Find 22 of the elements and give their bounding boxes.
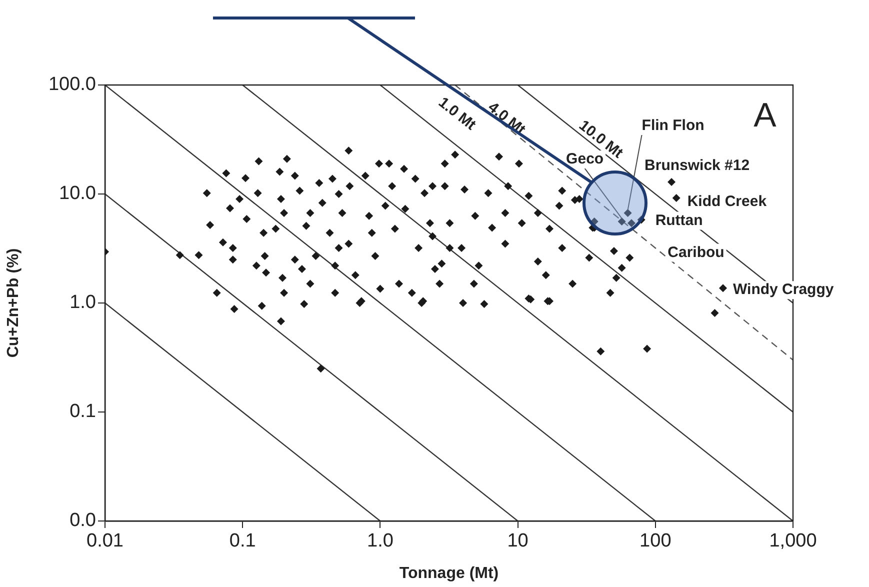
annotation: Caribou bbox=[668, 244, 724, 261]
x-tick-label: 10 bbox=[507, 530, 528, 552]
annotation: A bbox=[754, 96, 777, 134]
x-tick-label: 100 bbox=[640, 530, 672, 552]
y-axis-title: Cu+Zn+Pb (%) bbox=[5, 248, 22, 358]
annotation: 1.0 Mt bbox=[435, 94, 480, 134]
x-tick-label: 1.0 bbox=[366, 530, 394, 552]
y-tick-label: 1.0 bbox=[70, 292, 96, 314]
annotation: Brunswick #12 bbox=[644, 157, 750, 174]
annotation: Geco bbox=[566, 150, 604, 168]
x-axis-title: Tonnage (Mt) bbox=[399, 564, 499, 582]
x-tick-label: 0.1 bbox=[229, 530, 256, 552]
annotation: Kidd Creek bbox=[687, 193, 768, 210]
y-tick-label: 0.1 bbox=[70, 401, 96, 422]
annotation: Windy Craggy bbox=[733, 281, 834, 298]
y-tick-label: 100.0 bbox=[48, 74, 96, 96]
y-tick-label: 0.0 bbox=[70, 510, 96, 532]
annotation: Flin Flon bbox=[642, 117, 704, 134]
x-tick-label: 1,000 bbox=[769, 530, 817, 552]
y-tick-label: 10.0 bbox=[59, 183, 96, 204]
annotation: Ruttan bbox=[655, 212, 703, 229]
x-tick-label: 0.01 bbox=[86, 530, 124, 552]
